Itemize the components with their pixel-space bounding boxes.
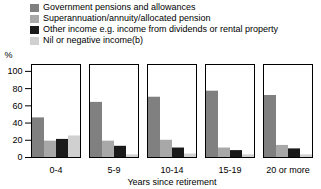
svg-text:5-9: 5-9 xyxy=(107,165,120,175)
svg-text:Years since retirement: Years since retirement xyxy=(127,177,217,187)
svg-text:%: % xyxy=(5,50,13,60)
svg-text:60: 60 xyxy=(12,101,22,111)
html-text:Government pensions and allowa: Government pensions and allowances xyxy=(43,2,196,12)
svg-text:10-14: 10-14 xyxy=(160,165,183,175)
svg-text:80: 80 xyxy=(12,83,22,93)
html-text:Other income e.g. income from: Other income e.g. income from dividends … xyxy=(43,24,279,34)
svg-text:15-19: 15-19 xyxy=(218,165,241,175)
svg-text:20: 20 xyxy=(12,135,22,145)
svg-text:0: 0 xyxy=(17,152,22,162)
html-text:Nil or negative income(b): Nil or negative income(b) xyxy=(43,35,143,45)
svg-text:0-4: 0-4 xyxy=(49,165,62,175)
svg-text:40: 40 xyxy=(12,118,22,128)
svg-text:100: 100 xyxy=(7,66,22,76)
html-text:Superannuation/annuity/allocat: Superannuation/annuity/allocated pension xyxy=(43,13,211,23)
svg-text:20 or more: 20 or more xyxy=(266,165,310,175)
